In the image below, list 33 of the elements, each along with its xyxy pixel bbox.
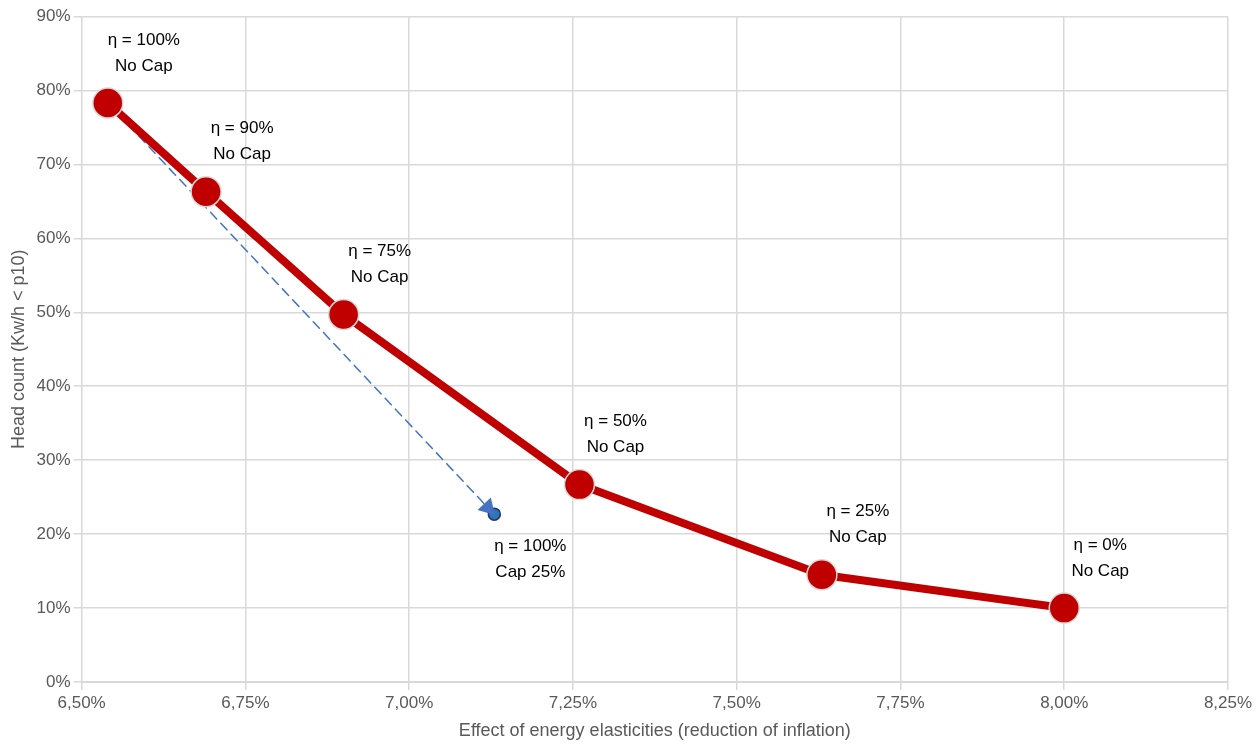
point xyxy=(806,559,838,591)
y-tick-label: 20% xyxy=(36,523,71,543)
x-tick-label: 7,25% xyxy=(548,692,598,712)
point xyxy=(563,468,596,501)
x-tick-label: 7,75% xyxy=(876,692,925,712)
annotation: η = 90% No Cap xyxy=(210,118,274,164)
y-tick-label: 80% xyxy=(36,80,71,100)
annotation: η = 100% No Cap xyxy=(107,29,180,75)
y-tick-label: 10% xyxy=(36,597,71,617)
y-tick-label: 30% xyxy=(36,449,71,469)
y-axis-title: Head count (Kw/h < p10) xyxy=(7,249,28,450)
annotation: η = 100% Cap 25% xyxy=(494,535,567,581)
point xyxy=(190,176,222,208)
point xyxy=(327,298,360,331)
x-tick-label: 7,00% xyxy=(385,692,434,712)
y-tick-label: 0% xyxy=(46,671,71,691)
x-axis-title: Effect of energy elasticities (reduction of inflation) xyxy=(458,720,851,741)
y-tick-label: 90% xyxy=(36,6,71,26)
x-tick-label: 6,75% xyxy=(221,692,270,712)
annotation: η = 50% No Cap xyxy=(584,411,647,457)
annotation: η = 0% No Cap xyxy=(1071,534,1130,580)
y-tick-label: 40% xyxy=(36,375,71,395)
annotation: η = 75% No Cap xyxy=(348,241,412,287)
point xyxy=(92,87,124,119)
annotation: η = 25% No Cap xyxy=(826,501,890,547)
x-tick-label: 7,50% xyxy=(712,692,761,712)
x-tick-label: 8,00% xyxy=(1040,692,1089,712)
y-tick-label: 70% xyxy=(36,154,71,174)
point xyxy=(1048,592,1080,624)
y-tick-label: 50% xyxy=(36,301,71,321)
y-tick-label: 60% xyxy=(36,228,71,248)
x-tick-label: 8,25% xyxy=(1203,692,1253,712)
x-tick-label: 6,50% xyxy=(57,692,106,712)
